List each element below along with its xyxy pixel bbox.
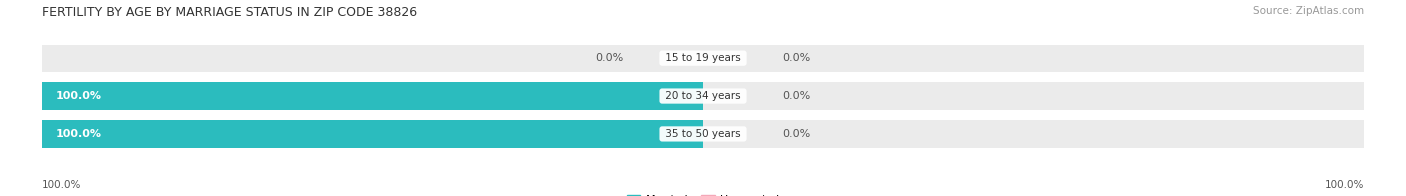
Text: FERTILITY BY AGE BY MARRIAGE STATUS IN ZIP CODE 38826: FERTILITY BY AGE BY MARRIAGE STATUS IN Z… bbox=[42, 6, 418, 19]
Text: 15 to 19 years: 15 to 19 years bbox=[662, 53, 744, 63]
Bar bbox=[42, 120, 703, 148]
Text: 35 to 50 years: 35 to 50 years bbox=[662, 129, 744, 139]
Bar bbox=[42, 44, 703, 72]
Bar bbox=[703, 44, 1364, 72]
Text: 100.0%: 100.0% bbox=[1324, 180, 1364, 190]
Bar bbox=[42, 120, 703, 148]
Text: 20 to 34 years: 20 to 34 years bbox=[662, 91, 744, 101]
Legend: Married, Unmarried: Married, Unmarried bbox=[621, 191, 785, 196]
Bar bbox=[42, 82, 703, 110]
Text: 100.0%: 100.0% bbox=[55, 91, 101, 101]
Bar bbox=[703, 82, 1364, 110]
Text: 100.0%: 100.0% bbox=[55, 129, 101, 139]
Text: Source: ZipAtlas.com: Source: ZipAtlas.com bbox=[1253, 6, 1364, 16]
Text: 100.0%: 100.0% bbox=[42, 180, 82, 190]
Bar bbox=[703, 120, 1364, 148]
Bar bbox=[42, 82, 703, 110]
Text: 0.0%: 0.0% bbox=[596, 53, 624, 63]
Text: 0.0%: 0.0% bbox=[782, 53, 810, 63]
Text: 0.0%: 0.0% bbox=[782, 91, 810, 101]
Text: 0.0%: 0.0% bbox=[782, 129, 810, 139]
